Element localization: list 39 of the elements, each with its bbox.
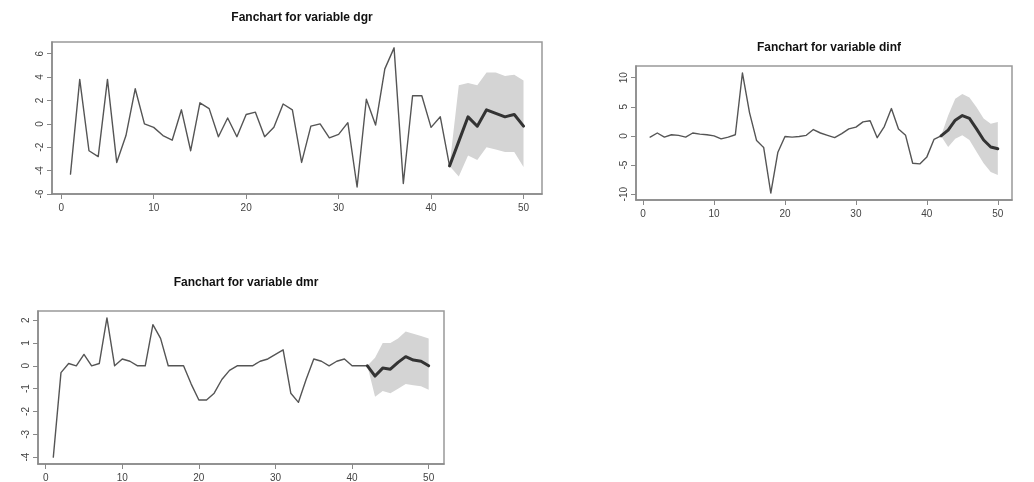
y-tick-label: 1 xyxy=(19,339,31,346)
x-tick-label: 30 xyxy=(333,201,345,213)
y-tick-label: 0 xyxy=(19,362,31,369)
x-tick-label: 10 xyxy=(116,471,129,482)
y-tick-label: 2 xyxy=(33,97,45,104)
y-tick-label: 0 xyxy=(617,132,629,139)
x-tick-label: 20 xyxy=(193,471,205,482)
chart-title: Fanchart for variable dinf xyxy=(756,40,903,54)
x-tick-label: 20 xyxy=(779,207,791,219)
x-tick-label: 30 xyxy=(850,207,862,219)
y-tick-label: -3 xyxy=(19,429,31,439)
x-tick-label: 40 xyxy=(921,207,933,219)
y-tick-label: 6 xyxy=(33,50,45,57)
x-tick-label: 50 xyxy=(517,201,530,213)
x-tick-label: 0 xyxy=(640,207,647,219)
y-tick-label: 2 xyxy=(19,316,31,323)
y-tick-label: 0 xyxy=(33,120,45,127)
y-tick-label: -2 xyxy=(19,406,31,416)
x-tick-label: 10 xyxy=(148,201,160,213)
x-tick-label: 0 xyxy=(58,201,65,213)
y-tick-label: -5 xyxy=(617,160,629,170)
y-tick-label: -4 xyxy=(19,452,31,462)
y-tick-label: -10 xyxy=(617,186,629,202)
y-tick-label: -6 xyxy=(33,189,45,199)
x-tick-label: 10 xyxy=(708,207,721,219)
x-tick-label: 50 xyxy=(423,471,435,482)
x-tick-label: 20 xyxy=(240,201,253,213)
x-tick-label: 40 xyxy=(425,201,438,213)
y-tick-label: -4 xyxy=(33,165,45,176)
y-tick-label: 10 xyxy=(617,71,629,84)
x-tick-label: 30 xyxy=(269,471,282,482)
y-tick-label: -1 xyxy=(19,383,31,394)
x-tick-label: 50 xyxy=(992,207,1004,219)
y-tick-label: 4 xyxy=(33,73,45,80)
chart-title: Fanchart for variable dgr xyxy=(231,10,374,24)
x-tick-label: 40 xyxy=(346,471,359,482)
y-tick-label: -2 xyxy=(33,142,45,152)
y-tick-label: 5 xyxy=(617,103,629,110)
chart-title: Fanchart for variable dmr xyxy=(173,275,319,289)
